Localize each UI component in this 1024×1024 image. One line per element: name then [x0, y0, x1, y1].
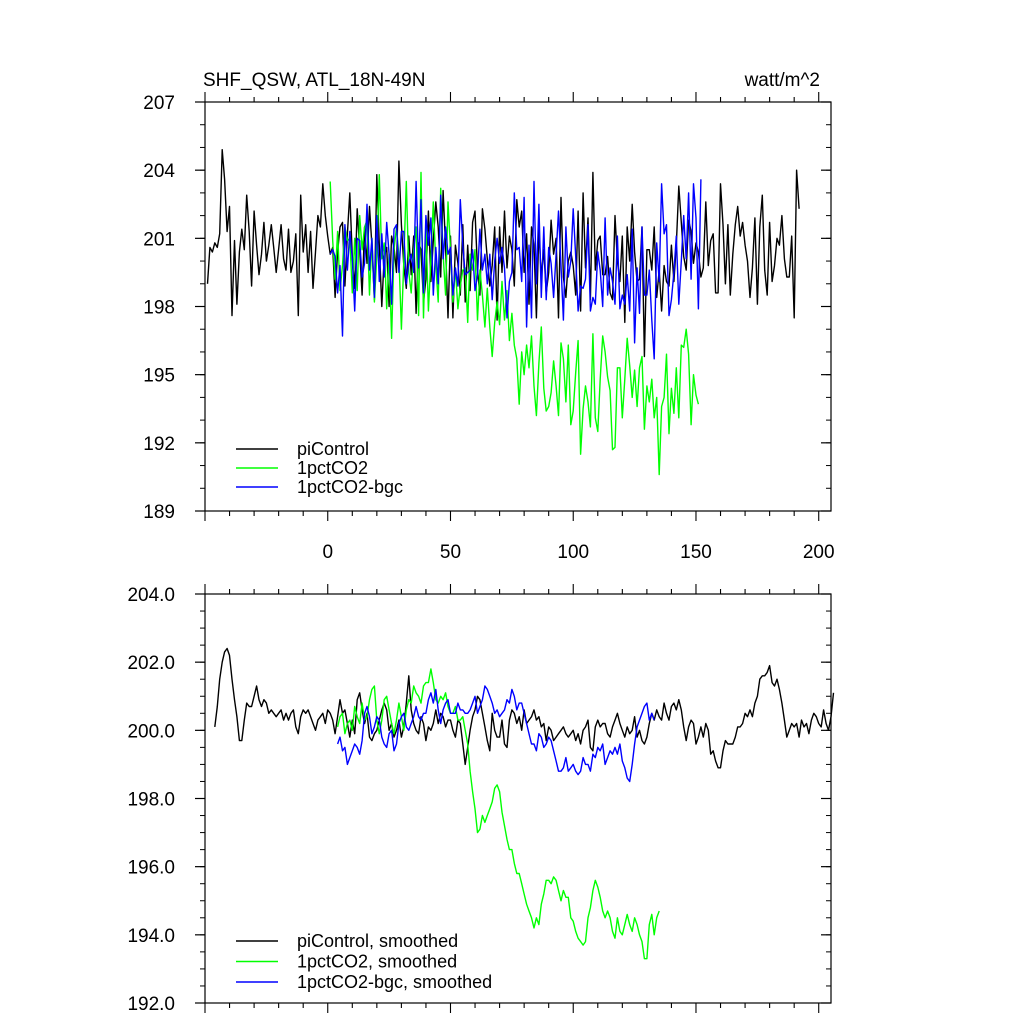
bot-legend-label-0: piControl, smoothed [297, 931, 458, 951]
bot-legend-label-1: 1pctCO2, smoothed [297, 952, 457, 972]
bot-y-tick-label: 204.0 [127, 585, 175, 606]
top-x-tick-label: 200 [803, 542, 835, 563]
bot-y-tick-label: 198.0 [127, 790, 175, 811]
top-y-tick-label: 198 [143, 298, 175, 319]
top-x-tick-label: 50 [440, 542, 461, 563]
bottom-panel: 192.0 194.0 196.0 198.0 200.0 202.0 204.0 piCo… [127, 584, 835, 1015]
top-y-tick-label: 204 [143, 161, 175, 182]
top-y-tick-label: 195 [143, 366, 175, 387]
top-panel: SHF_QSW, ATL_18N-49N watt/m^2 1891921951… [143, 70, 834, 563]
bot-y-tick-label: 194.0 [127, 926, 175, 947]
bot-y-tick-label: 192.0 [127, 994, 175, 1015]
top-y-tick-label: 201 [143, 229, 175, 250]
top-series-line-0 [206, 148, 800, 358]
bot-y-tick-label: 200.0 [127, 721, 175, 742]
top-series-group [206, 148, 800, 476]
bottom-axes: 192.0 194.0 196.0 198.0 200.0 202.0 204.0 [127, 584, 831, 1015]
top-axes: 189 192 195 198 201 204 207 0 50 100 150 200 [143, 92, 835, 563]
top-y-tick-label: 192 [143, 434, 175, 455]
bottom-series-group [214, 647, 835, 960]
top-series-line-1 [329, 171, 700, 476]
top-legend-label-1: 1pctCO2 [297, 458, 368, 478]
top-x-tick-label: 100 [557, 542, 589, 563]
bot-series-line-2 [336, 685, 655, 783]
top-x-tick-label: 150 [680, 542, 712, 563]
top-x-tick-label: 0 [322, 542, 333, 563]
top-chart-title: SHF_QSW, ATL_18N-49N [203, 70, 425, 91]
bot-series-line-1 [336, 668, 660, 960]
top-series-line-2 [329, 179, 702, 360]
top-chart-units: watt/m^2 [744, 70, 820, 91]
top-y-tick-label: 189 [143, 502, 175, 523]
bot-y-tick-label: 202.0 [127, 653, 175, 674]
top-legend-label-2: 1pctCO2-bgc [297, 477, 403, 497]
top-legend-label-0: piControl [297, 439, 369, 459]
bot-legend-label-2: 1pctCO2-bgc, smoothed [297, 972, 492, 992]
bot-series-line-0 [214, 647, 835, 769]
bot-y-tick-label: 196.0 [127, 858, 175, 879]
top-y-tick-label: 207 [143, 93, 175, 114]
